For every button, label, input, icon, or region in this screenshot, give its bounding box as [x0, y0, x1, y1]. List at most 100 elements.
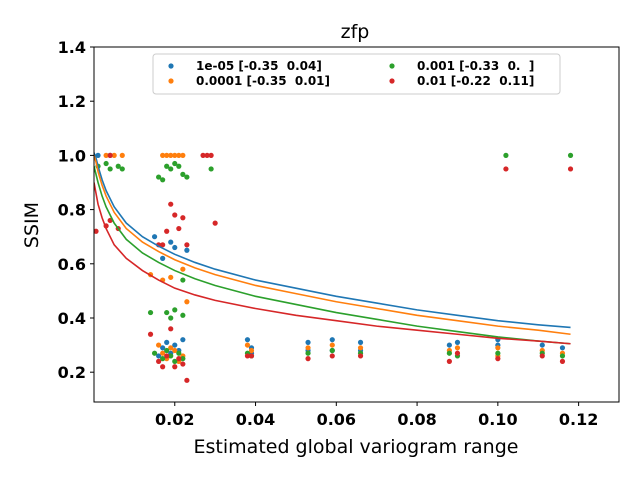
data-point	[204, 152, 210, 158]
data-point	[160, 152, 166, 158]
y-axis-label: SSIM	[21, 202, 43, 248]
data-point	[176, 152, 182, 158]
data-point	[503, 166, 509, 172]
plot-area	[94, 152, 574, 383]
data-point	[539, 342, 545, 348]
x-tick-label: 0.12	[559, 410, 598, 429]
data-point	[168, 239, 174, 245]
data-point	[244, 353, 251, 359]
data-point	[305, 356, 311, 362]
data-point	[172, 160, 178, 167]
y-axis: 0.2 0.4 0.6 0.8 1.0 1.2 1.4	[58, 38, 94, 382]
legend-marker	[168, 63, 174, 69]
data-point	[305, 345, 311, 351]
data-point	[168, 152, 174, 158]
data-point	[329, 342, 335, 348]
legend-item: 0.0001 [-0.35 0.01]	[168, 74, 330, 88]
data-point	[184, 377, 190, 383]
legend-label: 1e-05 [-0.35 0.04]	[196, 59, 322, 73]
legend-label: 0.0001 [-0.35 0.01]	[196, 74, 330, 88]
data-point	[180, 152, 186, 158]
data-point	[164, 228, 170, 234]
data-point	[160, 356, 166, 362]
data-point	[559, 353, 566, 359]
data-point	[176, 356, 182, 362]
chart-title: zfp	[341, 21, 370, 43]
data-point	[103, 152, 109, 158]
data-point	[119, 166, 125, 172]
data-point	[160, 255, 166, 261]
data-point	[156, 174, 162, 180]
x-tick-label: 0.02	[155, 410, 194, 429]
data-point	[357, 339, 364, 345]
data-point	[180, 361, 186, 367]
data-point	[160, 345, 166, 351]
data-point	[164, 163, 170, 169]
data-point	[168, 201, 174, 207]
data-point	[305, 350, 311, 356]
data-point	[446, 350, 452, 356]
data-point	[164, 152, 170, 158]
data-point	[208, 166, 214, 172]
legend-marker	[389, 78, 395, 84]
data-point	[147, 331, 154, 337]
data-point	[168, 315, 174, 321]
data-point	[180, 356, 186, 362]
data-point	[156, 358, 162, 364]
x-axis-label: Estimated global variogram range	[194, 436, 519, 458]
legend-label: 0.001 [-0.33 0. ]	[417, 59, 534, 73]
data-point	[176, 350, 182, 356]
data-point	[172, 212, 178, 218]
y-tick-label: 0.4	[58, 309, 86, 328]
legend-item: 0.01 [-0.22 0.11]	[389, 74, 534, 88]
series-1-points	[103, 152, 566, 364]
data-point	[151, 350, 158, 356]
data-point	[168, 353, 174, 359]
series-2-points	[95, 152, 574, 364]
data-point	[172, 347, 178, 354]
data-point	[172, 244, 178, 251]
x-tick-label: 0.10	[478, 410, 517, 429]
data-point	[107, 152, 113, 158]
data-point	[160, 350, 166, 356]
data-point	[168, 274, 174, 280]
data-point	[446, 358, 452, 364]
x-tick-label: 0.06	[317, 410, 356, 429]
data-point	[329, 337, 335, 343]
data-point	[180, 266, 186, 272]
data-point	[357, 353, 364, 359]
data-point	[172, 358, 178, 364]
data-point	[156, 353, 162, 359]
data-point	[151, 234, 158, 240]
data-point	[156, 342, 162, 348]
data-point	[184, 299, 190, 305]
data-point	[208, 152, 214, 158]
data-point	[244, 337, 251, 343]
plot-frame	[93, 46, 620, 403]
data-point	[200, 152, 206, 158]
data-point	[172, 342, 178, 348]
data-point	[305, 339, 311, 345]
data-point	[95, 152, 101, 158]
data-point	[160, 177, 166, 183]
data-point	[172, 307, 178, 313]
data-point	[184, 174, 190, 180]
data-point	[147, 309, 154, 316]
data-point	[454, 345, 461, 351]
data-point	[454, 339, 461, 345]
data-point	[180, 312, 186, 318]
data-point	[503, 152, 509, 158]
data-point	[567, 166, 574, 172]
data-point	[168, 166, 174, 172]
data-point	[111, 152, 117, 158]
legend-marker	[389, 63, 395, 69]
y-tick-label: 1.0	[58, 146, 86, 165]
series-3-fit-line	[94, 182, 571, 345]
data-point	[357, 345, 364, 351]
series-3-points	[94, 152, 574, 383]
data-point	[180, 337, 186, 343]
data-point	[248, 347, 255, 354]
data-point	[119, 152, 125, 158]
x-tick-label: 0.04	[236, 410, 275, 429]
